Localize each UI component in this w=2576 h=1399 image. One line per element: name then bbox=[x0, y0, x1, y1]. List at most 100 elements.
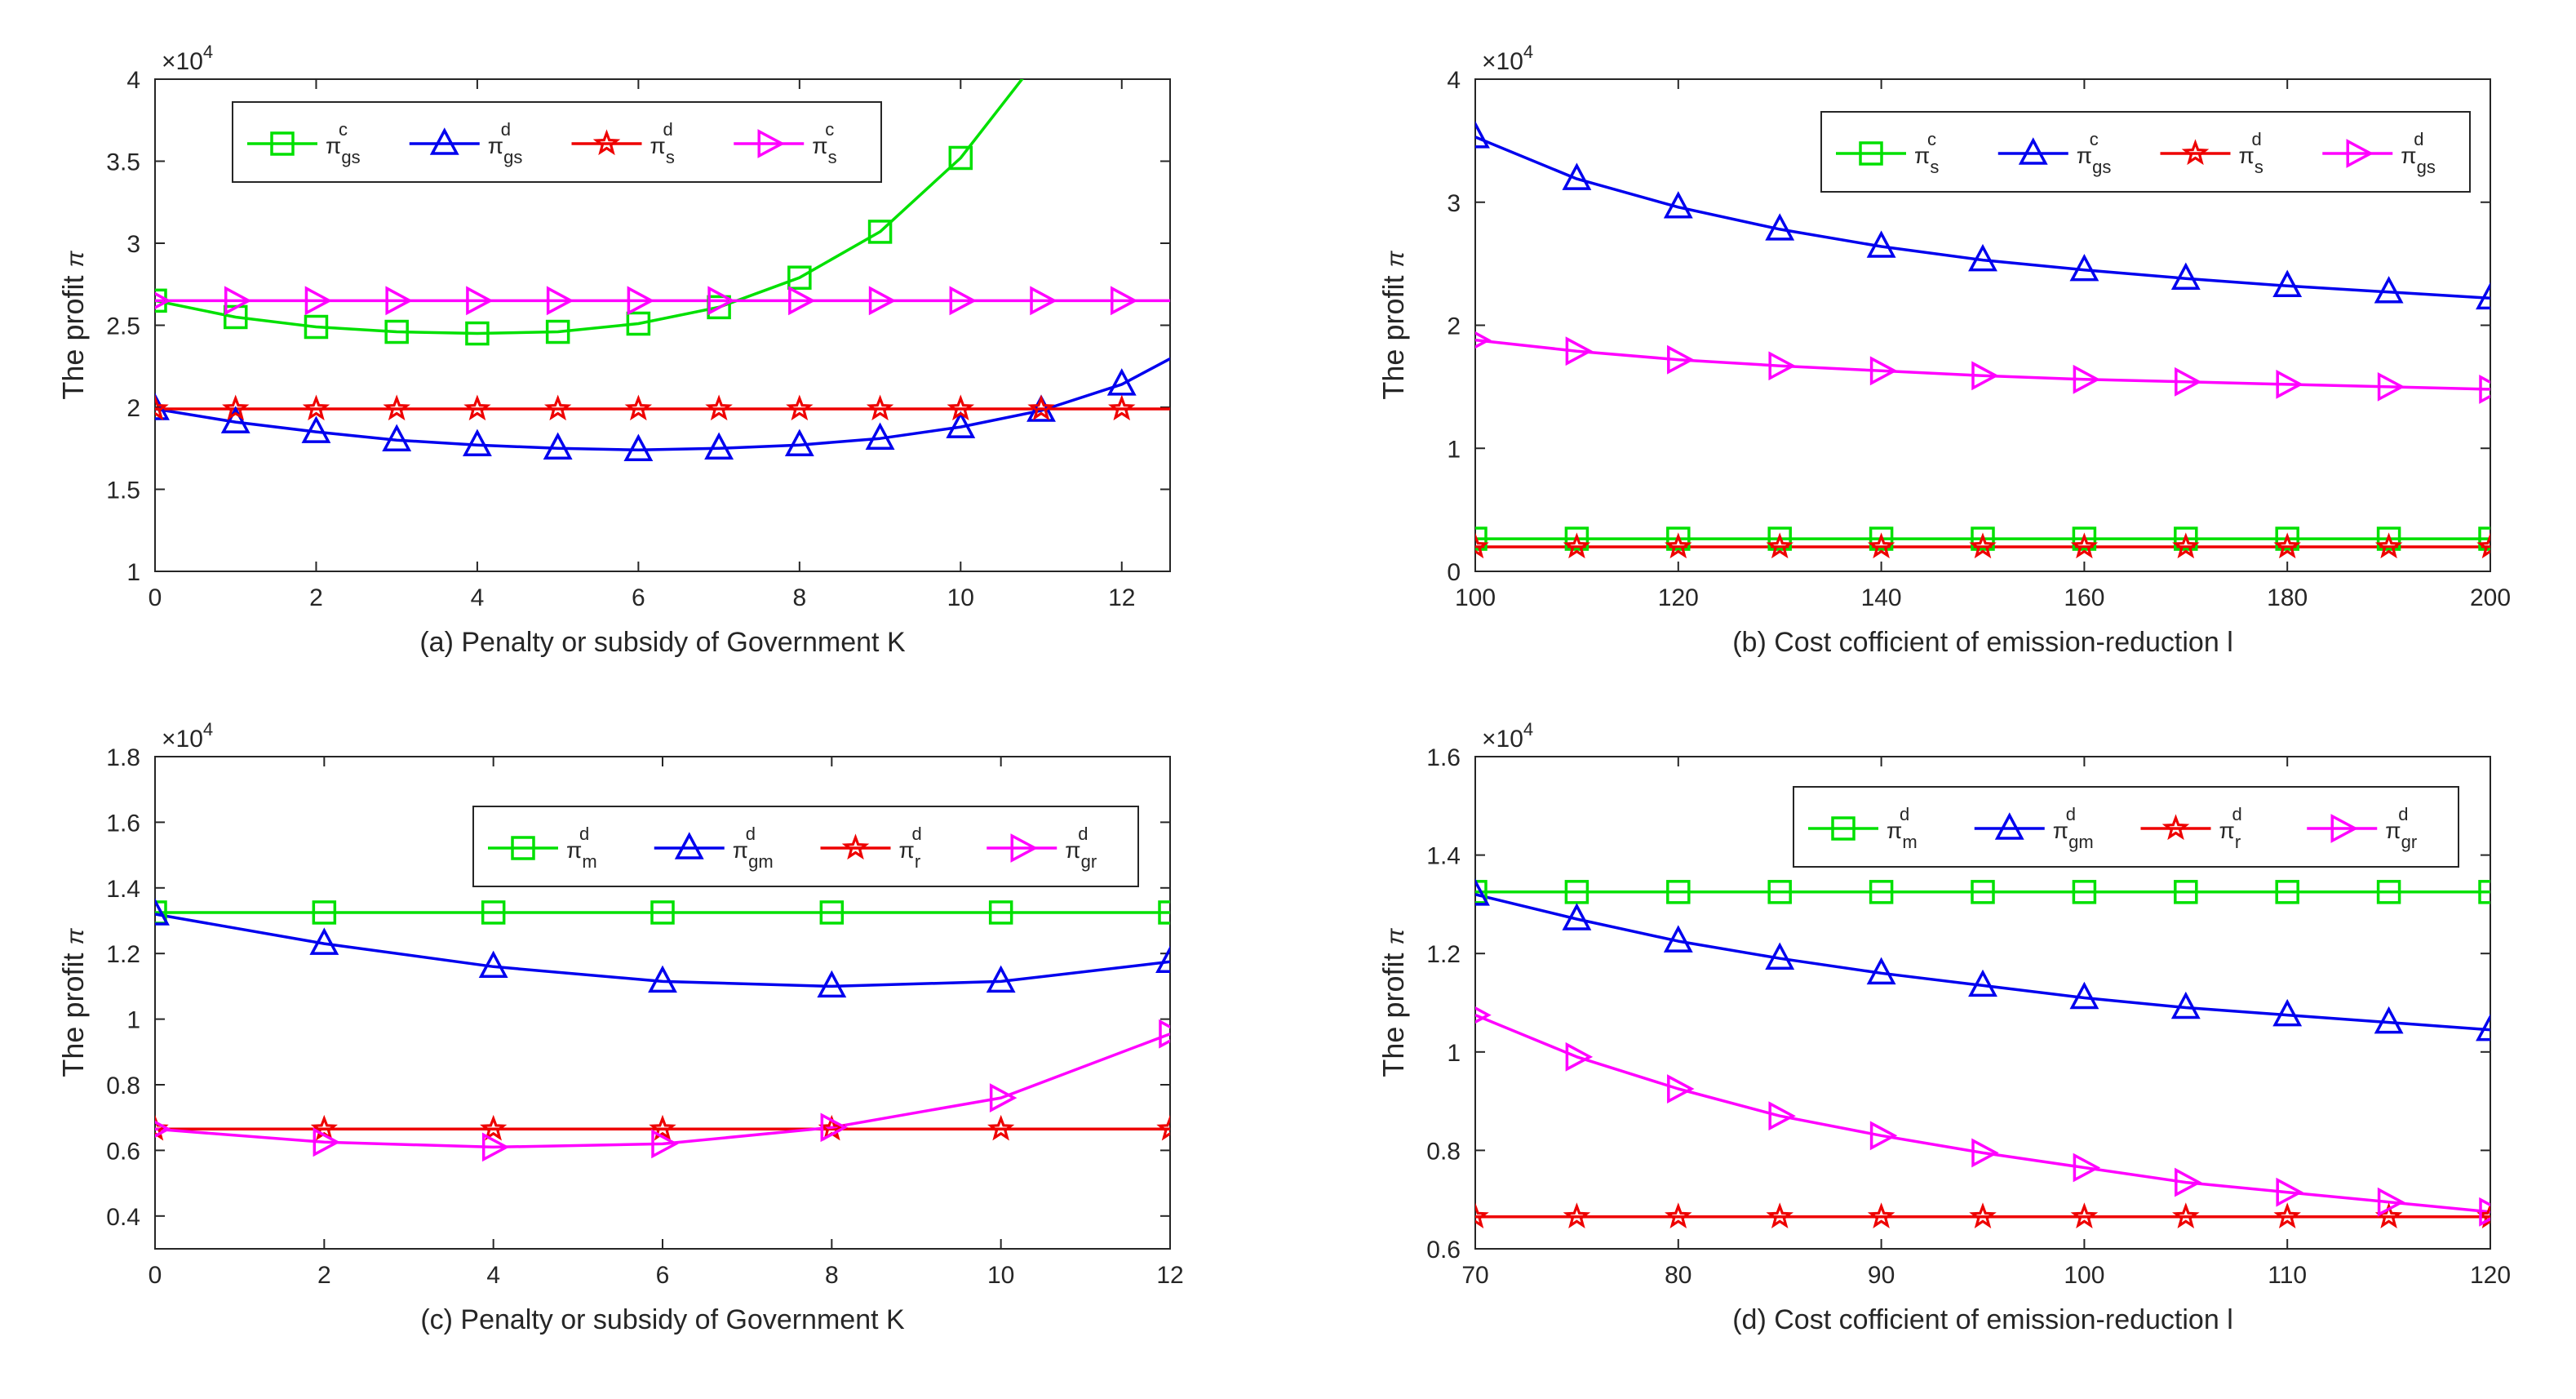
legend-symbol: π bbox=[650, 133, 666, 158]
legend-superscript: d bbox=[663, 119, 673, 140]
series-group bbox=[155, 898, 1170, 1162]
legend-superscript: d bbox=[2232, 804, 2242, 824]
y-tick-label: 3.5 bbox=[106, 149, 140, 176]
data-point-gm-d bbox=[155, 898, 170, 926]
data-point-gr-d bbox=[2479, 1197, 2490, 1227]
x-tick-label: 6 bbox=[656, 1262, 670, 1289]
series-group bbox=[1475, 121, 2490, 559]
data-point-s-d bbox=[543, 394, 572, 421]
y-tick-label: 1 bbox=[126, 559, 140, 586]
x-tick-label: 80 bbox=[1665, 1262, 1691, 1289]
data-point-gr-d bbox=[1667, 1074, 1695, 1104]
legend-label: πgs d bbox=[2401, 129, 2436, 177]
legend-label: πgm d bbox=[733, 824, 774, 872]
data-point-gm-d bbox=[1866, 957, 1896, 985]
data-point-s-c bbox=[1869, 526, 1894, 551]
data-point-m-d bbox=[481, 900, 506, 925]
legend-superscript: d bbox=[2066, 804, 2076, 824]
data-point-s-c bbox=[466, 286, 494, 316]
data-point-gs-c bbox=[1968, 243, 1997, 272]
legend-symbol: π bbox=[2385, 818, 2401, 843]
data-point-r-d bbox=[1766, 1202, 1793, 1228]
data-point-gr-d bbox=[481, 1132, 510, 1162]
data-point-s-c bbox=[2072, 526, 2097, 551]
data-point-gr-d bbox=[1971, 1138, 1999, 1168]
data-point-gs-c bbox=[1562, 162, 1592, 190]
legend-item: πgs d bbox=[2322, 129, 2436, 177]
data-point-gs-d bbox=[1475, 331, 1492, 349]
data-point-gm-d bbox=[1663, 925, 1693, 953]
legend-superscript: d bbox=[746, 824, 756, 844]
legend-marker bbox=[1994, 812, 2024, 840]
data-point-s-d bbox=[2374, 532, 2403, 559]
y-tick-label: 4 bbox=[126, 67, 140, 94]
y-tick-label: 3 bbox=[126, 231, 140, 258]
axis-exponent-label: ×104 bbox=[1482, 42, 1533, 75]
data-point-m-d bbox=[1869, 880, 1894, 904]
x-tick-label: 140 bbox=[1861, 584, 1902, 611]
data-point-m-d bbox=[1564, 880, 1589, 904]
data-point-gs-d bbox=[1565, 336, 1594, 366]
y-tick-label: 1.6 bbox=[106, 810, 140, 837]
data-point-gs-d bbox=[382, 424, 412, 451]
legend-symbol: π bbox=[899, 837, 915, 863]
legend-item: πmd bbox=[1808, 804, 1918, 852]
data-point-s-d bbox=[1108, 394, 1136, 421]
y-tick-label: 0.8 bbox=[1426, 1138, 1461, 1165]
legend-subscript: gs bbox=[2092, 157, 2111, 177]
x-tick-label: 10 bbox=[947, 584, 974, 611]
y-tick-label: 0 bbox=[1447, 559, 1461, 586]
y-tick-label: 0.8 bbox=[106, 1073, 140, 1099]
x-tick-label: 10 bbox=[987, 1262, 1014, 1289]
data-point-gs-d bbox=[462, 429, 492, 456]
data-point-gm-d bbox=[2476, 1013, 2490, 1041]
legend-superscript: d bbox=[1900, 804, 1909, 824]
data-point-r-d bbox=[2273, 1202, 2301, 1228]
data-point-s-c bbox=[868, 286, 897, 316]
x-axis-label: (d) Cost cofficient of emission-reductio… bbox=[1732, 1304, 2233, 1335]
x-tick-label: 4 bbox=[486, 1262, 500, 1289]
data-point-s-d bbox=[222, 394, 250, 421]
data-point-gm-d bbox=[1765, 942, 1795, 970]
legend-label: πmd bbox=[566, 824, 597, 872]
data-point-gs-c bbox=[304, 314, 329, 340]
data-point-gr-d bbox=[1768, 1101, 1796, 1131]
legend-subscript: gm bbox=[748, 851, 774, 872]
x-tick-label: 160 bbox=[2064, 584, 2104, 611]
legend-symbol: π bbox=[2401, 143, 2416, 168]
data-point-gs-c bbox=[2069, 253, 2099, 282]
legend-subscript: s bbox=[828, 147, 837, 167]
data-point-gm-d bbox=[986, 965, 1016, 993]
series-line-gs-d bbox=[1475, 338, 2490, 391]
legend-symbol: π bbox=[1065, 837, 1080, 863]
y-axis-label: The profit π bbox=[56, 928, 90, 1077]
data-point-gs-c bbox=[2170, 262, 2201, 290]
y-tick-label: 1.6 bbox=[1426, 744, 1461, 771]
legend-marker bbox=[2181, 139, 2210, 166]
data-point-s-d bbox=[155, 394, 169, 421]
legend-label: πsd bbox=[650, 119, 675, 167]
x-tick-label: 100 bbox=[2064, 1262, 2104, 1289]
data-point-s-d bbox=[786, 394, 814, 421]
y-tick-label: 2 bbox=[1447, 313, 1461, 340]
data-point-s-d bbox=[1192, 398, 1213, 418]
data-point-m-d bbox=[1971, 880, 1995, 904]
series-line-gs-c bbox=[155, 79, 1024, 335]
x-tick-label: 2 bbox=[317, 1262, 331, 1289]
legend-marker bbox=[511, 836, 535, 860]
data-point-s-d bbox=[1766, 532, 1793, 559]
x-tick-label: 0 bbox=[149, 1262, 162, 1289]
data-point-gs-d bbox=[784, 429, 814, 456]
data-point-gs-d bbox=[623, 433, 654, 462]
data-point-gm-d bbox=[1475, 878, 1490, 906]
data-point-s-c bbox=[627, 286, 655, 316]
data-point-s-c bbox=[1111, 286, 1138, 316]
data-point-r-d bbox=[1475, 1202, 1489, 1228]
data-point-m-d bbox=[2174, 880, 2198, 904]
legend-item: πgm d bbox=[1974, 804, 2094, 852]
data-point-s-d bbox=[1867, 532, 1895, 559]
data-point-gs-d bbox=[543, 432, 573, 460]
legend-item: πgr d bbox=[2307, 804, 2417, 852]
